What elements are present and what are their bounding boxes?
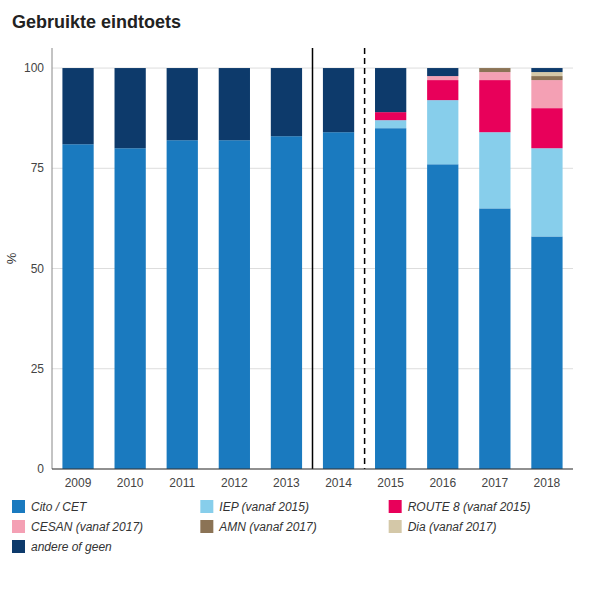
bar-segment <box>115 148 146 469</box>
separator-line <box>312 48 314 469</box>
bar-segment <box>219 68 250 140</box>
x-axis-line <box>52 469 573 470</box>
x-tick-label: 2015 <box>377 476 404 490</box>
bar-segment <box>427 80 458 100</box>
legend-label: ROUTE 8 (vanaf 2015) <box>408 500 531 514</box>
bar-segment <box>271 68 302 136</box>
bar-segment <box>62 68 93 144</box>
legend-label: Cito / CET <box>31 500 88 514</box>
y-tick-label: 50 <box>31 262 45 276</box>
bar-segment <box>427 100 458 164</box>
bar-segment <box>479 68 510 69</box>
bar-segment <box>531 236 562 469</box>
y-axis-line <box>52 48 53 469</box>
bar-segment <box>219 140 250 469</box>
bar-segment <box>531 80 562 108</box>
bar-segment <box>427 76 458 80</box>
bar-segment <box>323 68 354 132</box>
y-tick-label: 25 <box>31 362 45 376</box>
x-tick-label: 2012 <box>221 476 248 490</box>
legend-label: IEP (vanaf 2015) <box>219 500 309 514</box>
bar-segment <box>531 148 562 236</box>
bar-segment <box>375 120 406 128</box>
bar-segment <box>531 108 562 148</box>
bars <box>62 48 562 469</box>
bar-segment <box>479 68 510 72</box>
bar-segment <box>479 80 510 132</box>
x-tick-label: 2014 <box>325 476 352 490</box>
bar-segment <box>167 68 198 140</box>
bar-segment <box>115 68 146 148</box>
legend-swatch <box>12 540 25 553</box>
bar-segment <box>167 140 198 469</box>
legend-swatch <box>389 520 402 533</box>
legend-swatch <box>389 500 402 513</box>
y-tick-label: 0 <box>37 462 44 476</box>
grid-line <box>52 469 573 470</box>
bar-segment <box>531 68 562 72</box>
bar-segment <box>375 112 406 120</box>
legend-label: Dia (vanaf 2017) <box>408 520 497 534</box>
y-tick-label: 75 <box>31 161 45 175</box>
legend-label: andere of geen <box>31 540 112 554</box>
bar-segment <box>271 136 302 469</box>
legend-label: AMN (vanaf 2017) <box>218 520 316 534</box>
y-axis-label: % <box>4 252 19 264</box>
bar-segment <box>323 132 354 469</box>
bar-segment <box>479 68 510 69</box>
legend-label: CESAN (vanaf 2017) <box>31 520 143 534</box>
bar-segment <box>479 132 510 208</box>
x-tick-label: 2009 <box>65 476 92 490</box>
bar-segment <box>531 72 562 76</box>
legend-swatch <box>200 500 213 513</box>
x-tick-label: 2013 <box>273 476 300 490</box>
x-tick-label: 2010 <box>117 476 144 490</box>
separator-line <box>364 48 366 469</box>
bar-segment <box>479 72 510 80</box>
legend-swatch <box>12 500 25 513</box>
bar-segment <box>531 76 562 80</box>
x-tick-label: 2018 <box>534 476 561 490</box>
bar-segment <box>62 144 93 469</box>
legend-swatch <box>200 520 213 533</box>
chart: Gebruikte eindtoets 0 25 50 75 100% 2009 2010 20… <box>0 0 589 589</box>
x-tick-label: 2017 <box>481 476 508 490</box>
bar-segment <box>427 68 458 76</box>
bar-segment <box>375 128 406 469</box>
legend-swatch <box>12 520 25 533</box>
x-tick-label: 2011 <box>169 476 195 490</box>
bar-segment <box>375 68 406 112</box>
legend: Cito / CET IEP (vanaf 2015) ROUTE 8 (vanaf… <box>12 500 530 554</box>
title: Gebruikte eindtoets <box>12 12 181 32</box>
x-tick-label: 2016 <box>429 476 456 490</box>
y-tick-label: 100 <box>24 61 44 75</box>
bar-segment <box>479 208 510 469</box>
bar-segment <box>427 164 458 469</box>
